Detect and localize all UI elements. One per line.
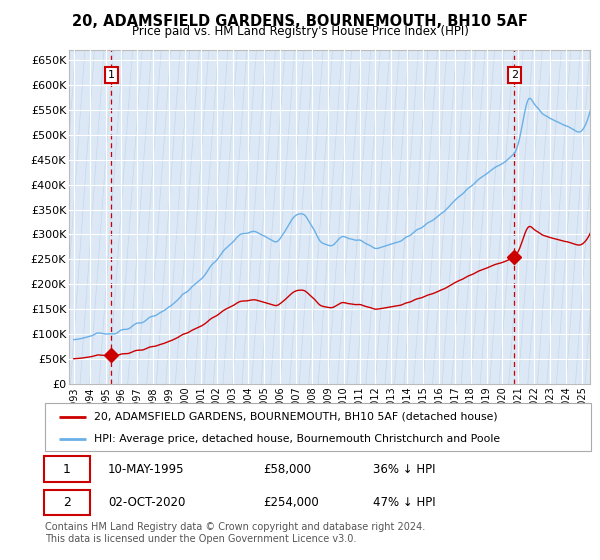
Text: 1: 1 (63, 463, 71, 475)
Text: 2: 2 (511, 70, 518, 80)
FancyBboxPatch shape (45, 403, 591, 451)
Text: 36% ↓ HPI: 36% ↓ HPI (373, 463, 435, 475)
Text: 2: 2 (63, 496, 71, 509)
FancyBboxPatch shape (44, 489, 91, 515)
Text: 47% ↓ HPI: 47% ↓ HPI (373, 496, 435, 509)
Text: £58,000: £58,000 (263, 463, 311, 475)
Text: HPI: Average price, detached house, Bournemouth Christchurch and Poole: HPI: Average price, detached house, Bour… (94, 434, 500, 444)
FancyBboxPatch shape (44, 456, 91, 482)
Text: 1: 1 (108, 70, 115, 80)
Text: Price paid vs. HM Land Registry's House Price Index (HPI): Price paid vs. HM Land Registry's House … (131, 25, 469, 38)
Text: 20, ADAMSFIELD GARDENS, BOURNEMOUTH, BH10 5AF (detached house): 20, ADAMSFIELD GARDENS, BOURNEMOUTH, BH1… (94, 412, 498, 422)
Text: 10-MAY-1995: 10-MAY-1995 (108, 463, 184, 475)
Text: Contains HM Land Registry data © Crown copyright and database right 2024.
This d: Contains HM Land Registry data © Crown c… (45, 522, 425, 544)
Text: 02-OCT-2020: 02-OCT-2020 (108, 496, 185, 509)
Text: 20, ADAMSFIELD GARDENS, BOURNEMOUTH, BH10 5AF: 20, ADAMSFIELD GARDENS, BOURNEMOUTH, BH1… (72, 14, 528, 29)
Text: £254,000: £254,000 (263, 496, 319, 509)
